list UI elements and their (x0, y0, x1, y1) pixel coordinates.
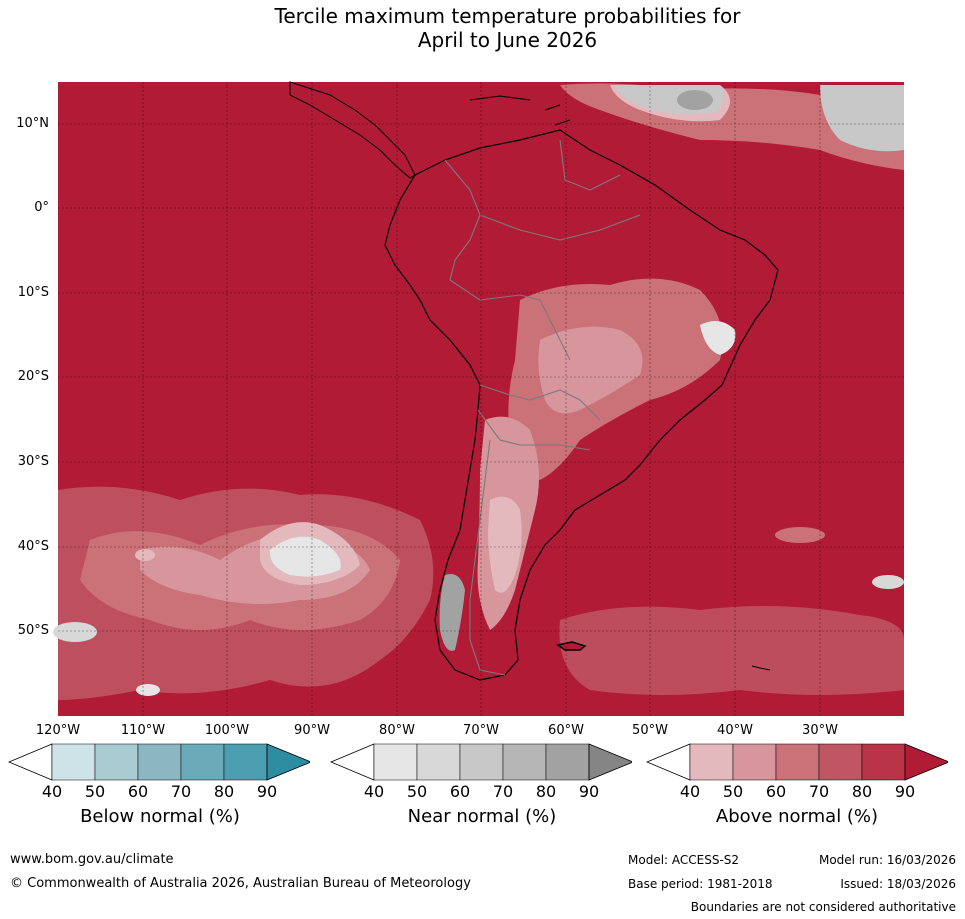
colorbar-high-arrow (588, 743, 632, 781)
brazil-east-patch (700, 321, 736, 355)
lon-label-30w: 30°W (802, 723, 838, 738)
colorbar-segment (775, 743, 820, 781)
colorbar-tick-label: 80 (213, 782, 235, 801)
patagonia-grey (439, 574, 465, 651)
argentina-near-normal (488, 496, 522, 593)
colorbar-tick-label: 40 (679, 782, 701, 801)
colorbar-tick-label: 70 (170, 782, 192, 801)
colorbar-tick-label: 80 (535, 782, 557, 801)
lon-label-90w: 90°W (294, 723, 330, 738)
colorbar-tick-label: 60 (449, 782, 471, 801)
south-georgia (751, 665, 771, 671)
lat-label-0: 0° (34, 200, 49, 215)
graticule (58, 82, 904, 716)
country-boundaries (444, 139, 641, 676)
footer-issued: Issued: 18/03/2026 (840, 877, 956, 891)
lat-label-30s: 30°S (17, 454, 49, 469)
colorbar-title-below: Below normal (%) (80, 806, 240, 827)
pacific-spot-2 (135, 549, 155, 561)
colorbar-segment (51, 743, 96, 781)
colorbar-tick-label: 60 (127, 782, 149, 801)
colorbar-tick-label: 60 (765, 782, 787, 801)
footer-copyright: © Commonwealth of Australia 2026, Austra… (10, 876, 471, 891)
colorbar-segment (416, 743, 461, 781)
colorbar-low-arrow (646, 743, 691, 781)
colorbar-segment (861, 743, 906, 781)
lon-label-80w: 80°W (379, 723, 415, 738)
map-title: Tercile maximum temperature probabilitie… (0, 4, 965, 52)
colorbar-segment (502, 743, 547, 781)
falkland-islands (556, 641, 587, 651)
colorbar-above-normal (646, 743, 948, 781)
colorbar-title-above: Above normal (%) (715, 806, 879, 827)
colorbar-segment (223, 743, 268, 781)
colorbar-tick-label: 70 (808, 782, 830, 801)
colorbar-tick-label: 40 (41, 782, 63, 801)
footer-model: Model: ACCESS-S2 (628, 853, 740, 867)
footer-base-period: Base period: 1981-2018 (628, 877, 773, 891)
footer-disclaimer: Boundaries are not considered authoritat… (690, 900, 956, 914)
atlantic-south-zone (559, 606, 904, 695)
title-line-1: Tercile maximum temperature probabilitie… (274, 4, 741, 28)
colorbar-segment (818, 743, 863, 781)
footer-model-run: Model run: 16/03/2026 (818, 853, 956, 867)
lat-label-50s: 50°S (17, 623, 49, 638)
colorbar-below-normal (8, 743, 310, 781)
atlantic-patch (872, 575, 904, 589)
lat-label-40s: 40°S (17, 539, 49, 554)
footer-url[interactable]: www.bom.gov.au/climate (10, 852, 174, 867)
lat-label-10n: 10°N (16, 116, 49, 131)
colorbar-tick-label: 90 (894, 782, 916, 801)
colorbar-tick-label: 40 (363, 782, 385, 801)
colorbar-tick-label: 50 (84, 782, 106, 801)
colorbar-high-arrow (266, 743, 310, 781)
colorbar-segment (732, 743, 777, 781)
atlantic-ne-dark-grey (677, 90, 713, 110)
colorbar-segment (689, 743, 734, 781)
colorbar-tick-label: 80 (851, 782, 873, 801)
colorbar-segment (180, 743, 225, 781)
central-america (289, 81, 416, 179)
lon-label-70w: 70°W (463, 723, 499, 738)
colorbar-near-normal (330, 743, 632, 781)
colorbar-segment (373, 743, 418, 781)
pacific-spot-1 (136, 684, 160, 696)
colorbar-segment (459, 743, 504, 781)
colorbar-tick-label: 50 (722, 782, 744, 801)
pacific-far-west-patch (53, 622, 97, 642)
pacific-near-normal-light (270, 536, 341, 577)
colorbar-low-arrow (8, 743, 53, 781)
lon-label-40w: 40°W (717, 723, 753, 738)
atlantic-patch-2 (775, 527, 825, 543)
colorbar-high-arrow (904, 743, 948, 781)
title-line-2: April to June 2026 (417, 28, 598, 52)
colorbar-segment (94, 743, 139, 781)
colorbar-tick-label: 90 (256, 782, 278, 801)
colorbar-tick-label: 50 (406, 782, 428, 801)
colorbar-low-arrow (330, 743, 375, 781)
colorbar-segment (545, 743, 590, 781)
lat-label-20s: 20°S (17, 369, 49, 384)
colorbar-title-near: Near normal (%) (407, 806, 557, 827)
lon-label-120w: 120°W (35, 723, 81, 738)
colorbar-tick-label: 70 (492, 782, 514, 801)
lon-label-50w: 50°W (632, 723, 668, 738)
lat-label-10s: 10°S (17, 285, 49, 300)
lon-label-60w: 60°W (548, 723, 584, 738)
colorbar-segment (137, 743, 182, 781)
colorbar-tick-label: 90 (578, 782, 600, 801)
lon-label-100w: 100°W (204, 723, 250, 738)
lon-label-110w: 110°W (120, 723, 166, 738)
caribbean-islands (469, 95, 571, 126)
